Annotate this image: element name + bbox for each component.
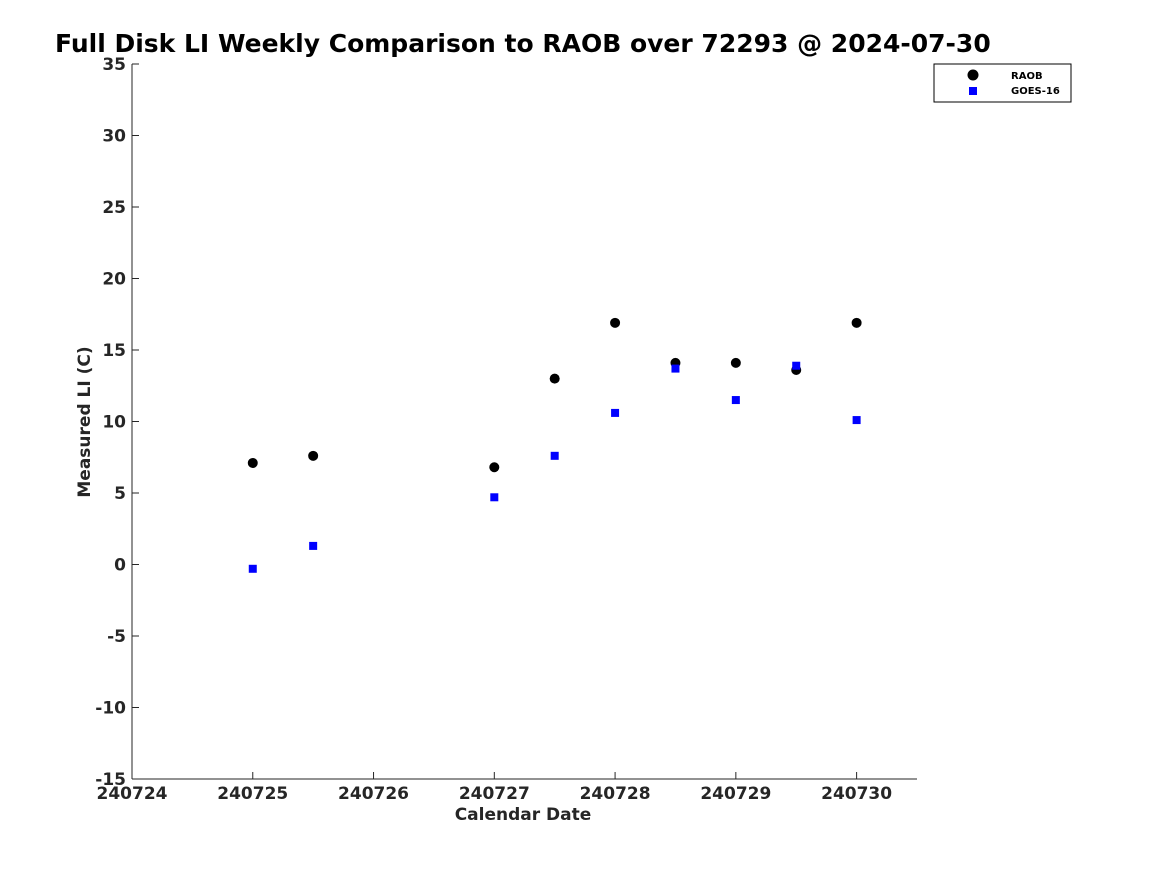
x-tick-label: 240726 xyxy=(338,784,409,804)
y-tick-label: 5 xyxy=(114,484,126,504)
y-tick-label: 20 xyxy=(102,270,126,290)
goes-16-point xyxy=(731,396,740,405)
x-tick-label: 240729 xyxy=(700,784,771,804)
y-tick-label: 15 xyxy=(102,341,126,361)
raob-point xyxy=(851,317,862,328)
x-tick-label: 240725 xyxy=(217,784,288,804)
x-tick-label: 240724 xyxy=(97,784,168,804)
goes-16-point xyxy=(490,493,499,502)
y-tick-label: 30 xyxy=(102,127,126,147)
y-tick-label: 10 xyxy=(102,413,126,433)
y-tick-label: -5 xyxy=(107,627,126,647)
goes-16-point xyxy=(611,408,620,417)
x-tick-label: 240727 xyxy=(459,784,530,804)
y-axis-label: Measured LI (C) xyxy=(75,346,95,497)
legend-box xyxy=(933,63,1072,103)
goes-16-point xyxy=(550,451,559,460)
y-tick-label: -15 xyxy=(95,770,126,790)
legend-raob-marker xyxy=(967,69,979,81)
y-tick-label: -10 xyxy=(95,699,126,719)
chart-title: Full Disk LI Weekly Comparison to RAOB o… xyxy=(55,29,991,58)
y-axis-ticks: -15 -10 -5 0 5 10 15 20 25 30 35 xyxy=(95,55,139,790)
raob-point xyxy=(549,373,560,384)
data-points xyxy=(247,317,862,573)
goes-16-point xyxy=(852,416,861,425)
y-tick-label: 25 xyxy=(102,198,126,218)
y-tick-label: 35 xyxy=(102,55,126,75)
goes-16-point xyxy=(792,361,801,370)
raob-point xyxy=(730,357,741,368)
x-axis-label: Calendar Date xyxy=(455,805,592,825)
goes-16-point xyxy=(671,364,680,373)
legend-goes-16-label: GOES-16 xyxy=(1011,86,1060,97)
legend: RAOB GOES-16 xyxy=(933,63,1072,103)
y-tick-label: 0 xyxy=(114,556,126,576)
raob-point xyxy=(247,457,258,468)
legend-raob-label: RAOB xyxy=(1011,71,1043,82)
x-tick-label: 240730 xyxy=(821,784,892,804)
legend-goes-16-marker xyxy=(969,87,977,95)
x-tick-label: 240728 xyxy=(580,784,651,804)
raob-point xyxy=(610,317,621,328)
goes-16-point xyxy=(248,564,257,573)
goes-16-point xyxy=(309,541,318,550)
x-axis-ticks: 240724 240725 240726 240727 240728 240729 2407… xyxy=(97,772,892,804)
plot-area xyxy=(131,64,917,780)
raob-point xyxy=(489,462,500,473)
raob-point xyxy=(308,450,319,461)
